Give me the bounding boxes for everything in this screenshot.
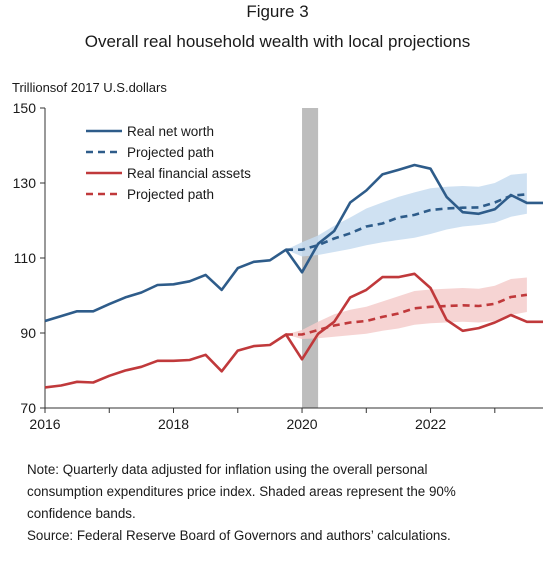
legend-label-1: Projected path (127, 145, 214, 160)
note-line: Note: Quarterly data adjusted for inflat… (27, 459, 547, 481)
legend-label-0: Real net worth (127, 124, 214, 139)
y-tick-label: 130 (13, 175, 37, 191)
x-tick-label: 2020 (286, 416, 317, 432)
source-line: Source: Federal Reserve Board of Governo… (27, 525, 547, 547)
y-tick-label: 150 (13, 100, 37, 116)
x-tick-label: 2018 (158, 416, 189, 432)
x-tick-label: 2022 (415, 416, 446, 432)
chart-notes: Note: Quarterly data adjusted for inflat… (27, 459, 547, 547)
y-tick-label: 90 (20, 325, 36, 341)
recession-and-confidence-bands (286, 108, 527, 408)
note-line: confidence bands. (27, 503, 547, 525)
note-line: consumption expenditures price index. Sh… (27, 481, 547, 503)
chart-legend: Real net worth Projected path Real financi… (86, 124, 251, 202)
y-tick-label: 70 (20, 400, 36, 416)
legend-label-2: Real financial assets (127, 166, 251, 181)
x-tick-label: 2016 (29, 416, 60, 432)
legend-label-3: Projected path (127, 187, 214, 202)
y-tick-label: 110 (14, 250, 37, 266)
